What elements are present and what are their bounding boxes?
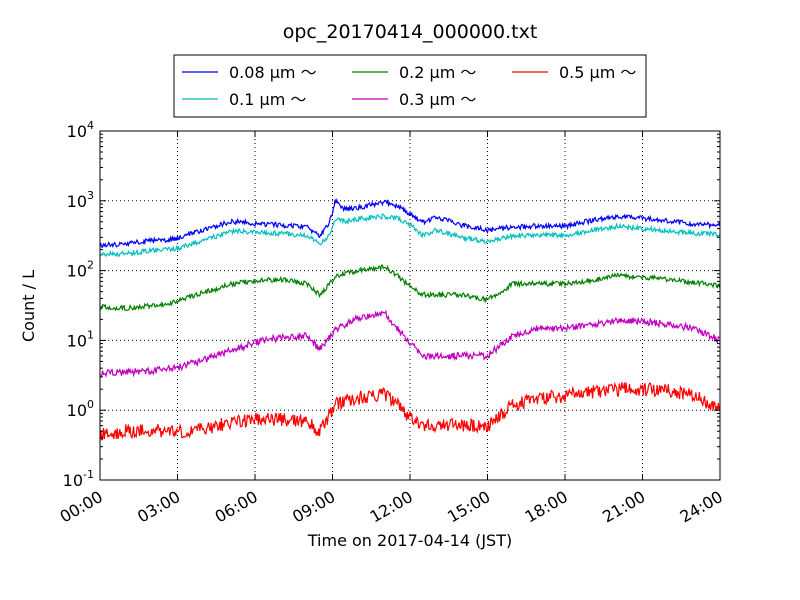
- x-tick-label: 24:00: [677, 487, 726, 527]
- y-tick-label: 100: [67, 398, 94, 420]
- series-group: [99, 197, 721, 441]
- x-tick-label: 21:00: [599, 487, 648, 527]
- x-tick-label: 06:00: [212, 487, 261, 527]
- y-tick-label: 104: [67, 119, 94, 141]
- x-tick-label: 09:00: [289, 487, 338, 527]
- series-line: [99, 197, 721, 249]
- legend-label: 0.08 μm ～: [229, 63, 317, 82]
- legend-frame: [173, 54, 647, 118]
- y-tick-label: 10-1: [63, 468, 94, 490]
- x-tick-label: 03:00: [134, 487, 183, 527]
- x-tick-label: 15:00: [444, 487, 493, 527]
- chart-title: opc_20170414_000000.txt: [283, 21, 538, 43]
- y-axis-label: Count / L: [19, 270, 38, 342]
- series-line: [99, 264, 721, 312]
- series-line: [99, 381, 721, 441]
- legend-label: 0.1 μm ～: [229, 90, 306, 109]
- legend-label: 0.5 μm ～: [559, 63, 636, 82]
- x-tick-label: 12:00: [367, 487, 416, 527]
- legend-label: 0.3 μm ～: [399, 90, 476, 109]
- legend-label: 0.2 μm ～: [399, 63, 476, 82]
- x-tick-label: 00:00: [57, 487, 106, 527]
- series-line: [99, 213, 721, 258]
- y-tick-label: 102: [67, 259, 94, 281]
- y-tick-label: 103: [67, 189, 94, 211]
- legend: 0.08 μm ～ 0.1 μm ～ 0.2 μm ～ 0.3 μm ～ 0.5 μm …: [173, 54, 647, 118]
- y-tick-label: 101: [67, 328, 94, 350]
- grid: [100, 131, 720, 480]
- x-axis-label: Time on 2017-04-14 (JST): [307, 531, 512, 550]
- x-tick-label: 18:00: [522, 487, 571, 527]
- series-line: [99, 309, 721, 378]
